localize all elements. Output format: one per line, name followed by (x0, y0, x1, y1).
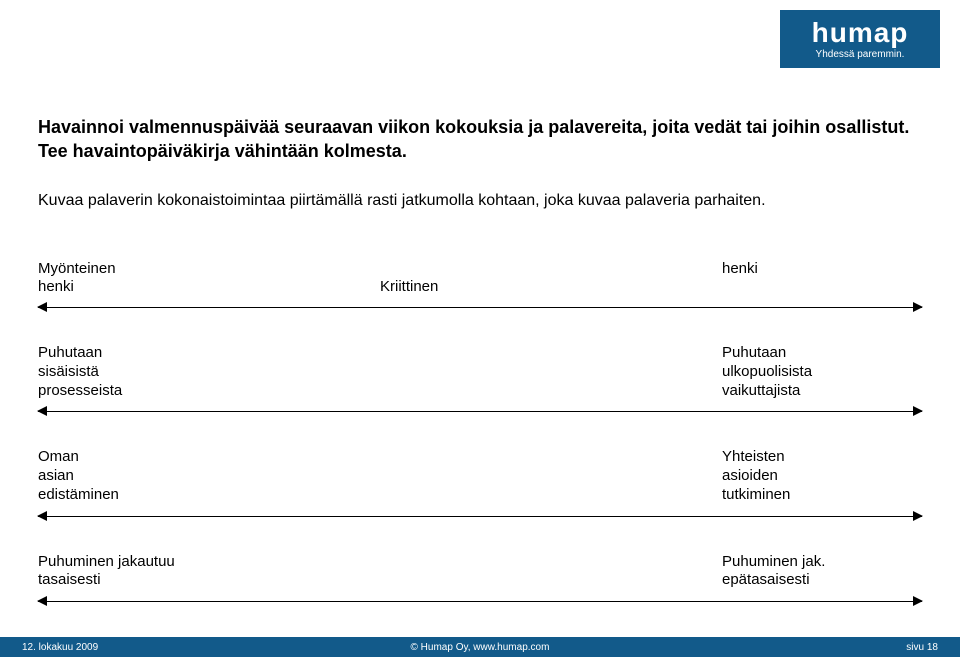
axis2-left-label: Puhutaan sisäisistä prosesseista (38, 344, 238, 400)
axis1-mid-label: Kriittinen (380, 278, 580, 295)
heading-1-line2: Tee havaintopäiväkirja vähintään kolmest… (38, 139, 922, 163)
axis3-right-label: Yhteisten asioiden tutkiminen (722, 448, 922, 504)
axis-line (38, 307, 922, 308)
axis1-right-label: henki (722, 260, 922, 278)
axis-line (38, 601, 922, 602)
footer-page: sivu 18 (633, 642, 938, 653)
footer-date: 12. lokakuu 2009 (22, 642, 327, 653)
axis2-line (38, 404, 922, 420)
arrow-right-icon (913, 302, 923, 312)
axis-line (38, 516, 922, 517)
axis2-right-label: Puhutaan ulkopuolisista vaikuttajista (722, 344, 922, 400)
arrow-right-icon (913, 511, 923, 521)
axis-row-2: Puhutaan sisäisistä prosesseista Puhutaa… (38, 344, 922, 420)
arrow-right-icon (913, 596, 923, 606)
axis3-line (38, 509, 922, 525)
axis1-left-label: Myönteinen henki (38, 260, 238, 296)
axis3-left-label: Oman asian edistäminen (38, 448, 238, 504)
logo-tagline: Yhdessä paremmin. (816, 49, 905, 60)
slide: humap Yhdessä paremmin. Havainnoi valmen… (0, 0, 960, 657)
axis-row-4: Puhuminen jakautuu tasaisesti Puhuminen … (38, 553, 922, 611)
heading-1: Havainnoi valmennuspäivää seuraavan viik… (38, 115, 922, 164)
footer-bar: 12. lokakuu 2009 © Humap Oy, www.humap.c… (0, 637, 960, 657)
axis-row-3: Oman asian edistäminen Yhteisten asioide… (38, 448, 922, 524)
axis4-left-label: Puhuminen jakautuu tasaisesti (38, 553, 238, 591)
heading-2: Kuvaa palaverin kokonaistoimintaa piirtä… (38, 190, 922, 212)
footer-copyright: © Humap Oy, www.humap.com (327, 642, 632, 653)
content-area: Havainnoi valmennuspäivää seuraavan viik… (38, 115, 922, 211)
axis4-line (38, 594, 922, 610)
axis4-right-label: Puhuminen jak. epätasaisesti (722, 553, 922, 591)
axis-line (38, 411, 922, 412)
axes-group: Myönteinen henki Kriittinen henki Puhuta… (38, 260, 922, 610)
arrow-right-icon (913, 406, 923, 416)
logo-text: humap (812, 19, 909, 47)
brand-logo: humap Yhdessä paremmin. (780, 10, 940, 68)
axis-row-1: Myönteinen henki Kriittinen henki (38, 260, 922, 316)
heading-1-line1: Havainnoi valmennuspäivää seuraavan viik… (38, 117, 909, 137)
axis1-line (38, 300, 922, 316)
